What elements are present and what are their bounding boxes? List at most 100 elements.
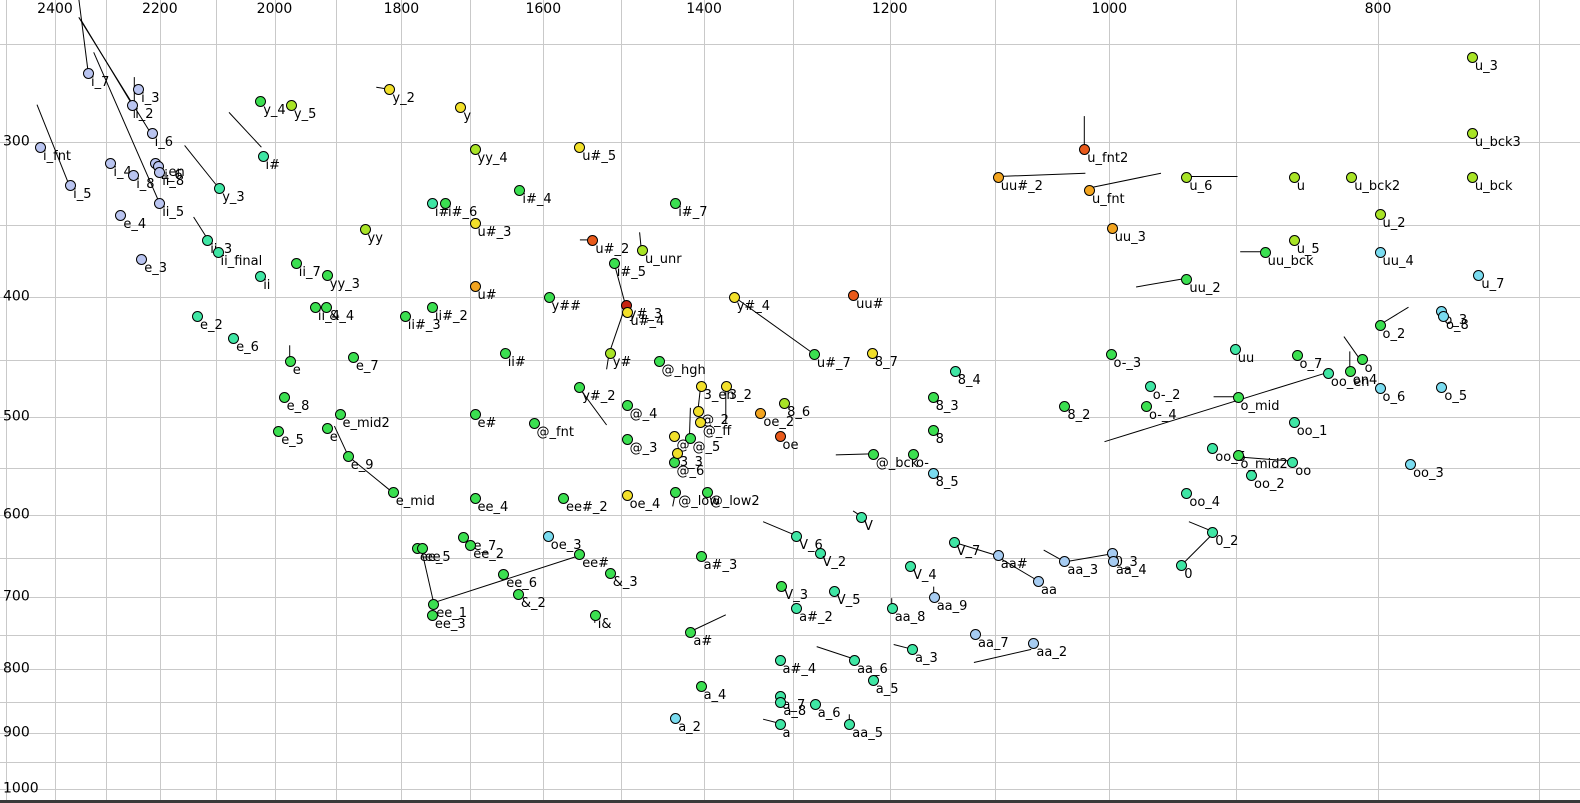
data-point — [905, 560, 916, 572]
point-label: 8_4 — [957, 372, 981, 388]
data-point — [426, 302, 438, 314]
data-point — [133, 84, 145, 96]
x-gridline — [1538, 0, 1540, 800]
x-gridline — [889, 0, 891, 800]
data-point — [146, 127, 158, 139]
x-gridline — [401, 0, 403, 800]
y-axis-tick-label: 300 — [3, 133, 30, 150]
data-point — [1084, 184, 1095, 196]
point-label: u_bck3 — [1474, 134, 1521, 150]
data-point — [469, 493, 481, 505]
point-label: o-_4 — [1149, 407, 1177, 423]
data-point — [115, 210, 127, 222]
data-point — [65, 179, 77, 191]
point-label: 8_7 — [874, 354, 898, 370]
data-point — [1079, 143, 1091, 155]
point-label: a_6 — [817, 706, 841, 722]
data-point — [604, 347, 616, 359]
data-point — [309, 302, 321, 314]
data-point — [214, 183, 226, 195]
y-gridline — [0, 634, 1580, 636]
point-label: @_low — [678, 493, 720, 509]
data-point — [927, 391, 939, 403]
point-label: u_7 — [1481, 276, 1505, 292]
x-axis-tick-label: 2000 — [256, 1, 293, 17]
point-label: aa_8 — [894, 610, 926, 626]
trajectory-line — [762, 521, 795, 536]
data-point — [1466, 171, 1478, 183]
data-point — [257, 151, 269, 162]
x-gridline — [274, 0, 276, 800]
point-label: u_bck — [1474, 178, 1513, 194]
data-point — [1374, 382, 1386, 394]
point-label: oo — [1295, 463, 1312, 479]
data-point — [1028, 638, 1040, 649]
data-point — [695, 380, 707, 392]
y-axis-tick-label: 1000 — [3, 780, 39, 797]
point-label: ee_5 — [419, 549, 451, 565]
data-point — [1346, 171, 1358, 183]
data-point — [1287, 456, 1299, 468]
point-label: &_2 — [520, 595, 546, 611]
data-point — [849, 655, 861, 667]
x-axis-tick-label: 1800 — [383, 1, 420, 17]
point-label: a#_3 — [703, 557, 738, 573]
data-point — [1322, 367, 1334, 379]
point-label: u_6 — [1189, 178, 1213, 194]
point-label: aa_3 — [1067, 562, 1099, 578]
point-label: a_2 — [678, 720, 701, 735]
x-gridline — [793, 0, 795, 800]
y-axis-tick-label: 900 — [3, 723, 30, 740]
point-label: aa# — [1000, 557, 1028, 573]
y-gridline — [0, 789, 1580, 791]
data-point — [136, 253, 148, 265]
x-gridline — [621, 0, 622, 800]
data-point — [290, 258, 302, 270]
point-label: e — [292, 363, 301, 378]
data-point — [1291, 350, 1303, 361]
x-gridline — [994, 0, 996, 800]
data-point — [1374, 208, 1386, 220]
point-label: on4 — [1352, 372, 1378, 388]
point-label: ee_4 — [477, 500, 509, 516]
data-point — [1181, 171, 1193, 183]
data-point — [278, 391, 290, 403]
point-label: aa — [1041, 583, 1057, 598]
point-label: a_7 — [782, 697, 806, 713]
trajectory-line — [347, 455, 390, 491]
x-gridline — [543, 0, 545, 800]
data-point — [1181, 487, 1193, 499]
point-label: @_hgh — [661, 363, 706, 378]
data-point — [1207, 442, 1219, 454]
trajectory-line — [1065, 553, 1110, 563]
point-label: uu#_2 — [1000, 178, 1043, 194]
data-point — [192, 311, 203, 323]
data-point — [347, 352, 359, 364]
data-point — [684, 432, 696, 444]
data-point — [455, 101, 467, 113]
point-label: ii_4 — [317, 309, 340, 325]
point-label: e_mid2 — [342, 416, 390, 432]
point-label: u#_5 — [582, 149, 617, 165]
point-label: aa_9 — [936, 599, 968, 615]
point-label: @_6 — [676, 463, 705, 479]
x-axis-tick-label: 1200 — [871, 1, 908, 17]
point-label: e_mid — [395, 493, 435, 509]
point-label: i_en — [158, 164, 185, 180]
point-label: e_6 — [236, 339, 259, 355]
data-point — [970, 628, 981, 640]
data-point — [542, 530, 554, 542]
trajectory-line — [93, 52, 160, 202]
point-label: ii_6 — [160, 168, 183, 184]
trajectory-line — [614, 264, 626, 304]
data-point — [1176, 560, 1188, 571]
data-point — [321, 423, 333, 435]
point-label: o_7 — [1299, 357, 1323, 372]
point-label: u_bck2 — [1354, 178, 1401, 194]
y-gridline — [0, 732, 1580, 734]
point-label: ii#_2 — [434, 309, 468, 325]
point-label: @_5 — [692, 439, 721, 455]
point-label: ee — [424, 550, 441, 566]
point-label: o — [1364, 360, 1373, 376]
